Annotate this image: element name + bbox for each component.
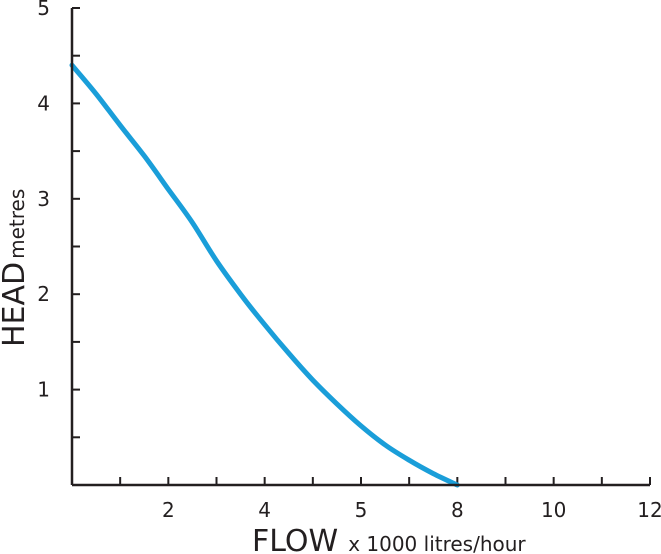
y-axis-label: HEAD metres (0, 189, 32, 347)
y-tick-label: 3 (37, 187, 50, 211)
x-axis-unit: x 1000 litres/hour (348, 532, 526, 554)
x-tick-label: 4 (258, 498, 271, 522)
y-axis-title: HEAD (0, 262, 32, 347)
y-tick-label: 2 (37, 282, 50, 306)
x-tick-label: 12 (637, 498, 661, 522)
x-axis-label: FLOW x 1000 litres/hour (252, 524, 526, 554)
x-tick-label: 8 (451, 498, 464, 522)
y-tick-label: 5 (37, 0, 50, 20)
y-axis-tick-labels: 1 2 3 4 5 (37, 0, 50, 402)
y-axis-unit: metres (5, 189, 29, 259)
y-tick-label: 1 (37, 378, 50, 402)
series-line (69, 62, 460, 488)
x-tick-label: 2 (162, 498, 175, 522)
x-tick-label: 5 (355, 498, 368, 522)
x-axis-ticks (119, 477, 651, 485)
y-tick-label: 4 (37, 91, 50, 115)
x-axis-tick-labels: 2 4 5 8 10 12 (162, 498, 661, 522)
x-tick-label: 10 (541, 498, 566, 522)
y-axis-ticks (72, 7, 80, 439)
x-axis-title: FLOW (252, 524, 338, 554)
